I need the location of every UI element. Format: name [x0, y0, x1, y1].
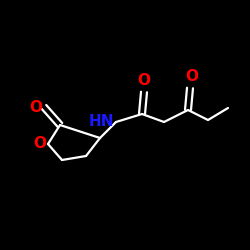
Text: O: O [186, 69, 198, 84]
Text: O: O [29, 100, 42, 114]
Text: O: O [138, 73, 150, 88]
Text: O: O [33, 136, 46, 152]
Text: HN: HN [88, 114, 114, 130]
